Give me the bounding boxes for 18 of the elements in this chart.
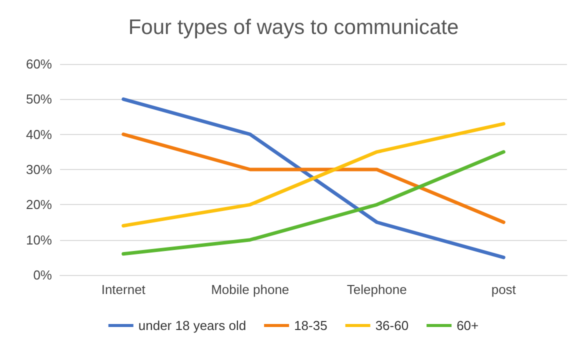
x-tick-label: post xyxy=(491,282,516,297)
y-tick-label: 60% xyxy=(26,56,52,72)
line-series xyxy=(122,97,506,260)
chart-title: Four types of ways to communicate xyxy=(128,16,459,39)
line-series xyxy=(122,150,506,256)
y-tick-label: 40% xyxy=(26,126,52,142)
legend-label: 18-35 xyxy=(294,318,328,333)
y-tick-label: 50% xyxy=(26,92,52,107)
y-tick-label: 30% xyxy=(26,162,52,177)
legend-label: 36-60 xyxy=(375,318,409,333)
x-tick-label: Telephone xyxy=(346,282,407,297)
y-tick-label: 0% xyxy=(33,268,52,282)
y-tick-label: 20% xyxy=(26,197,52,212)
legend-label: 60+ xyxy=(456,318,479,333)
legend-label: under 18 years old xyxy=(138,318,246,333)
x-tick-label: Mobile phone xyxy=(211,282,290,297)
x-tick-label: Internet xyxy=(101,282,146,297)
y-tick-label: 10% xyxy=(26,232,52,248)
